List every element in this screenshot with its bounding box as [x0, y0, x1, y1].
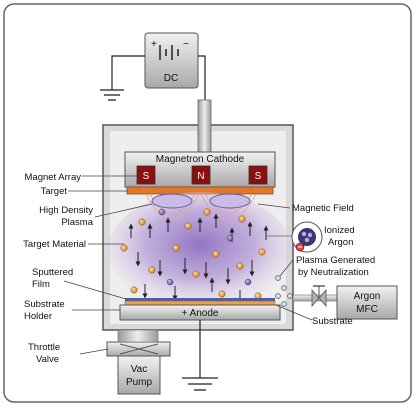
- label-high-density-plasma-2: Plasma: [61, 217, 93, 228]
- label-sputtered-film-2: Film: [32, 279, 50, 290]
- magnet-left-label: S: [143, 171, 150, 182]
- label-substrate: Substrate: [312, 316, 353, 327]
- label-substrate-holder-1: Substrate: [24, 299, 65, 310]
- bottom-ground-symbol: [182, 377, 218, 391]
- label-substrate-holder-2: Holder: [24, 311, 52, 322]
- vac-pump-line1: Vac: [131, 364, 148, 375]
- label-throttle-valve-2: Valve: [36, 354, 59, 365]
- dc-power-supply: + − DC: [144, 32, 199, 89]
- magnet-array: S N S: [136, 165, 268, 185]
- magnet-right-label: S: [255, 171, 262, 182]
- magnet-left: [136, 165, 156, 185]
- high-density-plasma-right: [209, 193, 251, 209]
- label-magnet-array: Magnet Array: [25, 172, 82, 183]
- label-ionized-argon-2: Argon: [328, 237, 353, 248]
- vac-pump: [117, 355, 161, 395]
- magnet-center: [191, 165, 211, 185]
- dc-minus-sign: −: [183, 39, 189, 50]
- dc-plus-sign: +: [151, 39, 157, 50]
- label-sputtered-film-1: Sputtered: [32, 267, 73, 278]
- high-density-plasma-left: [151, 193, 193, 209]
- label-high-density-plasma-1: High Density: [39, 205, 93, 216]
- plasma-glow: [108, 192, 292, 308]
- label-target-material: Target Material: [23, 239, 86, 250]
- substrate: [124, 300, 276, 306]
- argon-mfc-line2: MFC: [356, 304, 378, 315]
- argon-atoms: [158, 208, 252, 286]
- magnet-right: [248, 165, 268, 185]
- label-ionized-argon-1: Ionized: [324, 225, 355, 236]
- magnetron-cathode-title: Magnetron Cathode: [156, 154, 245, 165]
- gas-inlet: [292, 285, 339, 308]
- label-target: Target: [41, 186, 68, 197]
- argon-mfc: [336, 285, 398, 320]
- magnet-center-label: N: [197, 171, 204, 182]
- cathode-rod: [197, 99, 212, 156]
- label-throttle-valve-1: Throttle: [28, 342, 60, 353]
- anode-label: + Anode: [182, 308, 219, 319]
- dc-label: DC: [164, 73, 178, 84]
- vac-pump-line2: Pump: [126, 377, 153, 388]
- label-magnetic-field: Magnetic Field: [292, 203, 354, 214]
- argon-mfc-line1: Argon: [354, 291, 381, 302]
- sputtered-film: [125, 298, 275, 301]
- ionized-argon-callout: [266, 221, 323, 253]
- neutral-argon-atoms: [275, 275, 293, 307]
- label-plasma-generated-2: by Neutralization: [298, 267, 369, 278]
- label-plasma-generated-1: Plasma Generated: [296, 255, 375, 266]
- top-ground-symbol: [100, 89, 124, 101]
- dc-ground-wire: [111, 55, 145, 90]
- leader-lines: [63, 175, 313, 355]
- sputtered-atoms: [120, 208, 266, 300]
- dc-cathode-wire: [198, 55, 206, 102]
